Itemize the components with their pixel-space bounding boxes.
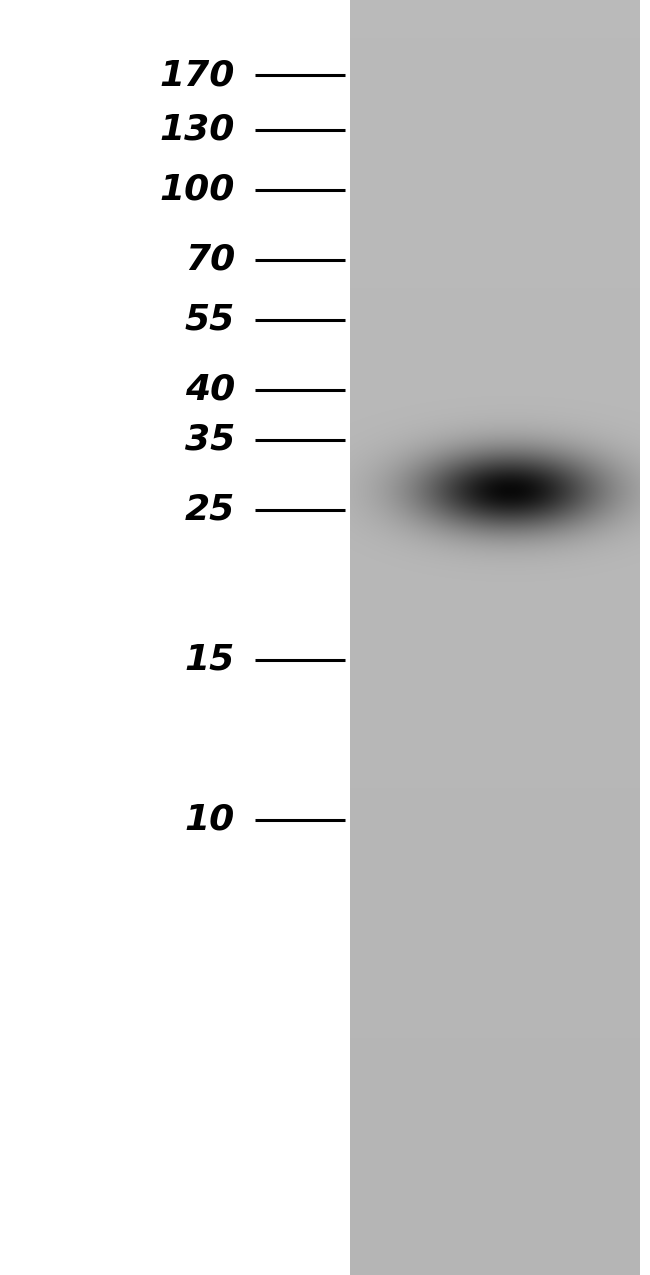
Text: 100: 100 [160, 173, 235, 207]
Text: 170: 170 [160, 57, 235, 92]
Text: 130: 130 [160, 113, 235, 147]
Text: 25: 25 [185, 493, 235, 527]
Text: 40: 40 [185, 374, 235, 407]
Text: 70: 70 [185, 244, 235, 277]
Text: 10: 10 [185, 803, 235, 836]
Text: 55: 55 [185, 303, 235, 337]
Text: 15: 15 [185, 643, 235, 677]
Text: 35: 35 [185, 423, 235, 456]
